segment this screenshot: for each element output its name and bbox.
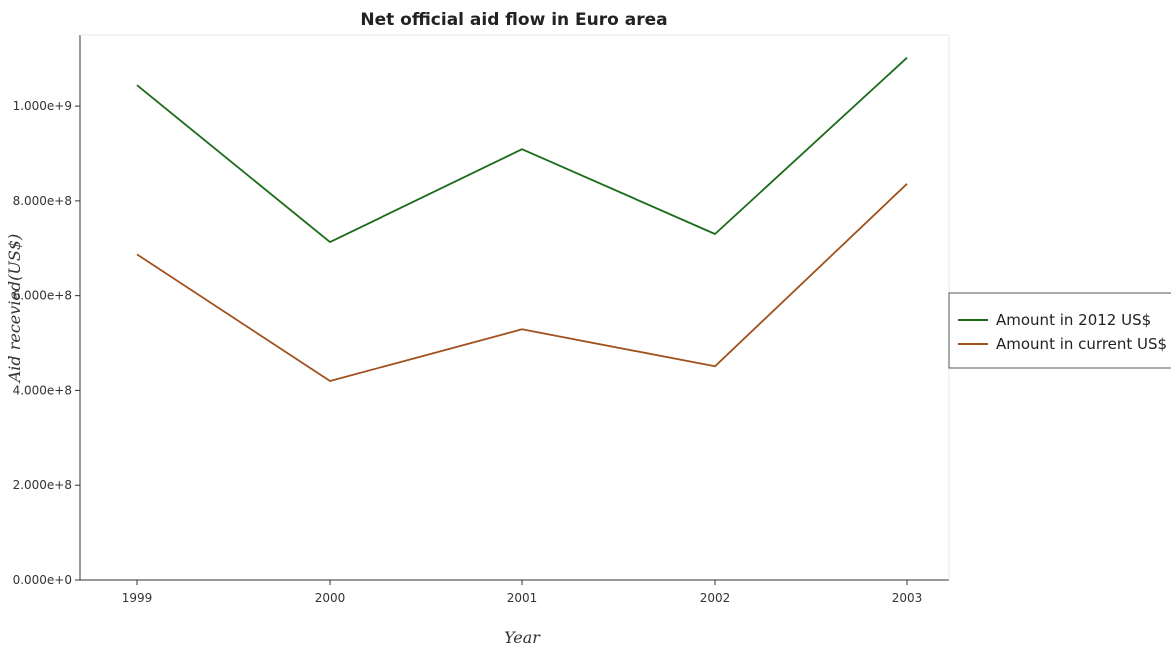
legend-label-1: Amount in 2012 US$ — [996, 311, 1151, 329]
legend-label-2: Amount in current US$ — [996, 335, 1167, 353]
y-axis-label: Aid recevied(US$) — [5, 234, 24, 385]
y-tick-label: 0.000e+0 — [13, 573, 72, 587]
series-layer — [136, 57, 908, 382]
y-tick-label: 6.000e+8 — [13, 289, 72, 303]
plot-background — [80, 35, 949, 580]
x-tick-label: 2000 — [315, 591, 346, 605]
y-tick-label: 1.000e+9 — [13, 99, 72, 113]
x-tick-label: 2002 — [700, 591, 731, 605]
x-tick-label: 1999 — [122, 591, 153, 605]
y-tick-label: 4.000e+8 — [13, 383, 72, 397]
x-tick-label: 2001 — [507, 591, 538, 605]
legend-box — [948, 292, 1171, 369]
chart-title: Net official aid flow in Euro area — [360, 10, 667, 30]
series-line-1 — [136, 57, 908, 244]
y-tick-label: 8.000e+8 — [13, 194, 72, 208]
y-tick-label: 2.000e+8 — [13, 478, 72, 492]
x-tick-label: 2003 — [892, 591, 923, 605]
series-line-2 — [136, 183, 908, 382]
axes: 0.000e+0 2.000e+8 4.000e+8 6.000e+8 8.000e+8… — [13, 34, 950, 605]
x-axis-label: Year — [504, 628, 541, 647]
legend: Amount in 2012 US$ Amount in current US$ — [948, 292, 1171, 369]
